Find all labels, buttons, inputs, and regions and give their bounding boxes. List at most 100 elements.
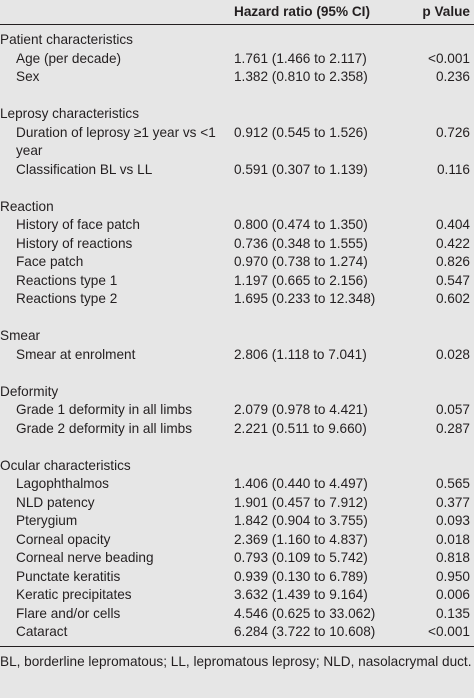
row-label: Face patch [16,254,84,269]
section-row: Patient characteristics [0,31,474,50]
data-row: Corneal opacity 2.369 (1.160 to 4.837) 0.0… [0,531,474,550]
data-row: Grade 1 deformity in all limbs 2.079 (0.9… [0,401,474,420]
data-row: Duration of leprosy ≥1 year vs <1 year 0.… [0,124,474,161]
row-label: Keratic precipitates [16,587,132,602]
p-value: 0.236 [435,69,470,84]
p-value: 0.565 [435,476,470,491]
row-label: Lagophthalmos [16,476,109,491]
hazard-ratio: 0.939 (0.130 to 6.789) [234,568,368,584]
hazard-ratio: 2.221 (0.511 to 9.660) [234,420,367,436]
section-row: Deformity [0,383,474,402]
data-row: NLD patency 1.901 (0.457 to 7.912) 0.377 [0,494,474,513]
hazard-ratio: 2.806 (1.118 to 7.041) [234,346,367,362]
table-body: Patient characteristics Age (per decade) 1… [0,31,474,642]
row-label: Sex [16,69,40,84]
hazard-ratio: 0.793 (0.109 to 5.742) [234,550,368,565]
data-row: Age (per decade) 1.761 (1.466 to 2.117) <0… [0,50,474,69]
row-label: Corneal opacity [16,531,111,547]
hazard-ratio: 2.079 (0.978 to 4.421) [234,402,368,417]
hazard-ratio: 3.632 (1.439 to 9.164) [234,587,368,602]
hazard-ratio: 1.406 (0.440 to 4.497) [234,476,368,491]
section-title: Deformity [0,383,59,399]
data-row: Face patch 0.970 (0.738 to 1.274) 0.826 [0,253,474,272]
row-label: History of face patch [16,217,140,232]
table-header: Hazard ratio (95% CI) p Value [0,0,474,25]
section-title: Patient characteristics [0,32,133,47]
section-title: Smear [0,328,41,343]
p-value: 0.826 [435,254,470,269]
row-label: Pterygium [16,513,78,528]
p-value: 0.287 [435,420,470,436]
p-value: 0.547 [435,272,470,288]
section-row: Ocular characteristics [0,457,474,476]
p-value: 0.602 [435,291,470,306]
hazard-ratio: 0.736 (0.348 to 1.555) [234,235,368,251]
row-label: Grade 1 deformity in all limbs [16,402,193,417]
hazard-ratio: 0.800 (0.474 to 1.350) [234,217,368,232]
hazard-ratio: 1.842 (0.904 to 3.755) [234,513,368,528]
section-row: Reaction [0,198,474,217]
data-row: Reactions type 2 1.695 (0.233 to 12.348) 0… [0,290,474,309]
hazard-ratio: 0.970 (0.738 to 1.274) [234,254,368,269]
hazard-ratio: 2.369 (1.160 to 4.837) [234,531,368,547]
row-label: Reactions type 2 [16,291,118,306]
row-label: Classification BL vs LL [16,161,153,177]
header-hazard-ratio: Hazard ratio (95% CI) [234,3,370,19]
p-value: 0.057 [435,402,470,417]
footnote: BL, borderline lepromatous; LL, lepromat… [0,645,474,672]
data-row: History of reactions 0.736 (0.348 to 1.55… [0,235,474,254]
data-row: Smear at enrolment 2.806 (1.118 to 7.041)… [0,346,474,365]
p-value: 0.028 [435,346,470,362]
hazard-ratio: 1.197 (0.665 to 2.156) [234,272,368,288]
p-value: 0.950 [435,568,470,584]
hazard-ratio: 1.901 (0.457 to 7.912) [234,494,368,510]
row-label: Cataract [16,624,68,639]
hazard-ratio: 4.546 (0.625 to 33.062) [234,605,376,621]
section-title: Ocular characteristics [0,457,131,473]
data-row: Punctate keratitis 0.939 (0.130 to 6.789)… [0,568,474,587]
p-value: 0.093 [435,513,470,528]
data-row: Corneal nerve beading 0.793 (0.109 to 5.7… [0,549,474,568]
hazard-ratio: 1.695 (0.233 to 12.348) [234,291,376,306]
p-value: <0.001 [428,624,470,639]
row-label: Reactions type 1 [16,272,118,288]
data-row: History of face patch 0.800 (0.474 to 1.3… [0,216,474,235]
p-value: <0.001 [428,50,470,66]
row-label: History of reactions [16,235,133,251]
p-value: 0.422 [435,235,470,251]
section-row: Leprosy characteristics [0,105,474,124]
section-title: Reaction [0,198,54,214]
p-value: 0.006 [435,587,470,602]
header-p-value: p Value [422,3,470,19]
data-row: Flare and/or cells 4.546 (0.625 to 33.062… [0,605,474,624]
row-label: Punctate keratitis [16,568,121,584]
p-value: 0.116 [436,161,470,177]
section-title: Leprosy characteristics [0,106,140,121]
data-row: Sex 1.382 (0.810 to 2.358) 0.236 [0,68,474,87]
data-row: Grade 2 deformity in all limbs 2.221 (0.5… [0,420,474,439]
hazard-ratio: 6.284 (3.722 to 10.608) [234,624,376,639]
row-label: Age (per decade) [16,50,122,66]
row-label: Corneal nerve beading [16,550,154,565]
row-label: Grade 2 deformity in all limbs [16,420,193,436]
p-value: 0.135 [435,605,470,621]
row-label: Smear at enrolment [16,346,136,362]
hazard-ratio: 0.591 (0.307 to 1.139) [234,161,368,177]
p-value: 0.404 [435,217,470,232]
data-row: Keratic precipitates 3.632 (1.439 to 9.16… [0,586,474,605]
hazard-ratio: 1.761 (1.466 to 2.117) [234,50,367,66]
data-row: Classification BL vs LL 0.591 (0.307 to 1… [0,161,474,180]
hazard-ratio: 0.912 (0.545 to 1.526) [234,124,368,140]
data-row: Pterygium 1.842 (0.904 to 3.755) 0.093 [0,512,474,531]
hazard-ratio: 1.382 (0.810 to 2.358) [234,69,368,84]
data-row: Lagophthalmos 1.406 (0.440 to 4.497) 0.565 [0,475,474,494]
data-row: Reactions type 1 1.197 (0.665 to 2.156) 0.… [0,272,474,291]
section-row: Smear [0,327,474,346]
p-value: 0.018 [435,531,470,547]
p-value: 0.377 [435,494,470,510]
p-value: 0.726 [435,124,470,140]
p-value: 0.818 [435,550,470,565]
row-label: Flare and/or cells [16,605,121,621]
row-label: NLD patency [16,494,95,510]
